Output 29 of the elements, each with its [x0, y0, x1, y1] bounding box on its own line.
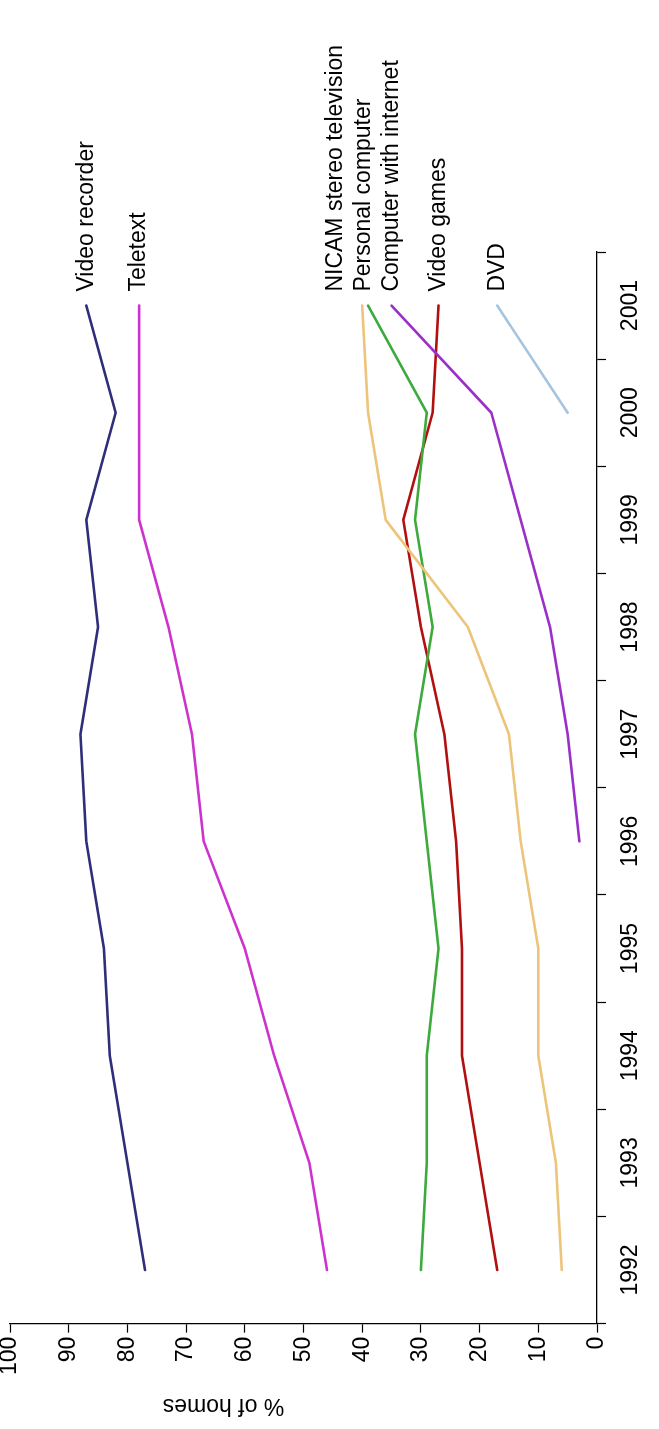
y-tick-label: 1998 — [616, 601, 643, 653]
text: DVD — [482, 243, 509, 292]
y-tick-label: 2000 — [616, 387, 643, 439]
x-tick-label: 20 — [464, 1336, 491, 1363]
x-tick-label: 30 — [406, 1336, 433, 1363]
x-tick-label: 10 — [523, 1336, 550, 1363]
text: NICAM stereo television — [320, 44, 347, 292]
x-tick-label: 40 — [347, 1336, 374, 1363]
text: Teletext — [124, 211, 151, 292]
text: Video games — [423, 157, 450, 292]
x-tick-label: 50 — [288, 1336, 315, 1363]
x-tick-label: 80 — [112, 1336, 139, 1363]
y-tick-label: 1994 — [616, 1029, 643, 1082]
text: Personal computer — [348, 98, 375, 292]
x-tick-label: 0 — [582, 1336, 609, 1350]
x-axis-title: % of homes — [162, 1393, 285, 1420]
x-tick-label: 70 — [171, 1336, 198, 1363]
x-tick-label: 100 — [0, 1336, 22, 1375]
y-tick-label: 1997 — [616, 708, 643, 760]
x-tick-label: 90 — [54, 1336, 81, 1363]
y-tick-label: 1993 — [616, 1137, 643, 1189]
y-tick-label: 1995 — [616, 922, 643, 975]
y-tick-label: 1992 — [616, 1244, 643, 1296]
y-tick-label: 2001 — [616, 280, 643, 332]
text: Computer with internet — [376, 59, 403, 292]
text: Video recorder — [71, 140, 98, 292]
x-tick-label: 60 — [230, 1336, 257, 1363]
y-tick-label: 1996 — [616, 815, 643, 867]
y-tick-label: 1999 — [616, 494, 643, 546]
